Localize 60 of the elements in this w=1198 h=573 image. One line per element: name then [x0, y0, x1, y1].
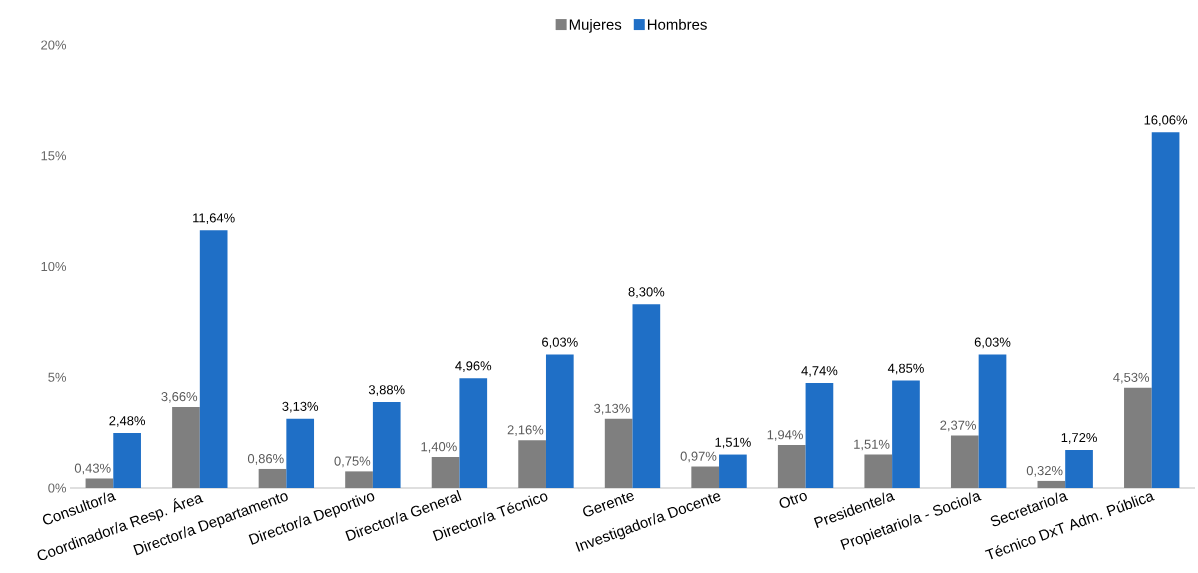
bar [604, 418, 633, 488]
data-label: 0,43% [74, 463, 111, 475]
data-label: 4,74% [801, 366, 838, 377]
data-label: 8,30% [628, 287, 665, 298]
bar [719, 454, 747, 488]
data-label: 1,51% [854, 439, 890, 451]
data-label: 1,94% [767, 430, 803, 441]
data-label: 4,85% [887, 363, 924, 375]
bar [286, 418, 315, 488]
bar [545, 354, 574, 488]
bar [632, 304, 661, 488]
bar [777, 445, 806, 488]
bar [345, 471, 373, 488]
bar [1065, 449, 1093, 488]
bar [1124, 387, 1152, 488]
bar [372, 402, 401, 488]
data-label: 2,16% [507, 425, 544, 436]
bar [431, 456, 460, 488]
data-label: 16,06% [1144, 115, 1188, 127]
data-label: 0,97% [680, 451, 717, 463]
y-tick-label: 20% [41, 40, 67, 50]
data-label: 3,13% [282, 401, 319, 413]
data-label: 11,64% [193, 213, 235, 224]
bar [1037, 480, 1066, 488]
bar [950, 435, 979, 488]
bar [113, 433, 141, 488]
bar [258, 468, 287, 488]
bar [85, 478, 114, 488]
bar [199, 230, 228, 488]
data-label: 6,03% [974, 337, 1011, 349]
bar [518, 440, 546, 488]
data-label: 4,96% [455, 361, 492, 372]
bar [172, 406, 200, 488]
bar [459, 378, 488, 488]
x-tick-label: Otro [779, 492, 807, 508]
bar [1151, 132, 1180, 488]
bar [978, 354, 1007, 488]
y-tick-label: 0% [48, 483, 67, 493]
data-label: 3,13% [594, 403, 630, 415]
bar [805, 383, 834, 488]
data-label: 3,66% [161, 392, 198, 403]
data-label: 1,51% [715, 437, 751, 449]
bar [864, 454, 893, 488]
legend-label: Hombres [647, 18, 707, 30]
bar [691, 466, 720, 488]
bar [892, 380, 920, 488]
data-label: 1,40% [421, 442, 457, 453]
legend-label: Mujeres [569, 18, 622, 33]
y-tick-label: 10% [41, 261, 67, 272]
data-label: 3,88% [368, 385, 405, 396]
y-tick-label: 5% [48, 372, 67, 382]
data-label: 0,32% [1026, 466, 1063, 477]
data-label: 2,48% [109, 416, 146, 427]
data-label: 1,72% [1061, 433, 1097, 444]
data-label: 0,86% [247, 454, 284, 465]
data-label: 6,03% [542, 337, 578, 349]
data-label: 0,75% [334, 456, 371, 468]
data-label: 2,37% [940, 420, 976, 432]
data-label: 4,53% [1113, 372, 1150, 384]
y-tick-label: 15% [41, 151, 67, 161]
